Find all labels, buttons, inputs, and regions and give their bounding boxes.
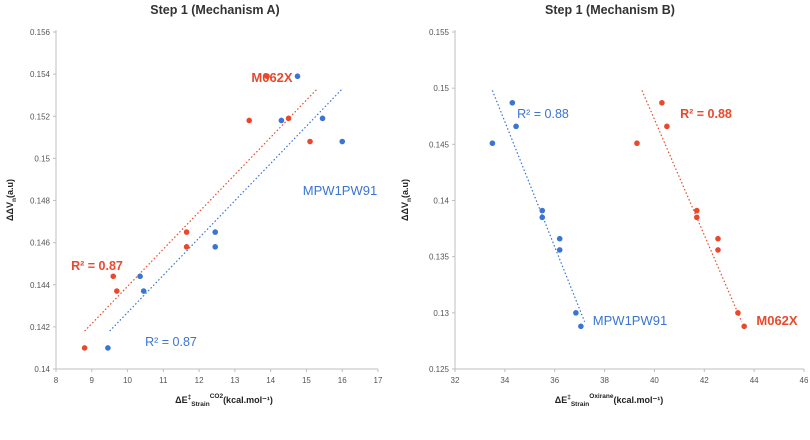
chart-a-x-tick-label: 16 [338, 376, 347, 385]
chart-b-mpw1pw91-point [556, 235, 563, 242]
chart-b-x-tick-label: 44 [750, 376, 759, 385]
chart-a-y-axis-label: ΔΔVn(a.u) [5, 179, 18, 221]
chart-b-x-tick-label: 46 [800, 376, 809, 385]
chart-b-mpw1pw91-point [573, 310, 579, 316]
chart-a-y-tick-label: 0.15 [34, 154, 50, 163]
chart-a-mpw1pw91-point [319, 115, 326, 122]
chart-b-m062x-label: M062X [756, 313, 798, 328]
chart-a-m062x-trendline [84, 88, 318, 332]
chart-a-mpw1pw91-point [212, 229, 219, 235]
chart-a-title: Step 1 (Mechanism A) [150, 3, 279, 17]
chart-b-x-tick-label: 42 [700, 376, 709, 385]
chart-a-m062x-point [183, 244, 190, 250]
chart-b-x-axis-label: ΔE‡StrainOxirane(kcal.mol⁻¹) [555, 393, 664, 408]
chart-a-m062x-point [307, 138, 313, 145]
chart-a-x-tick-label: 10 [123, 376, 132, 385]
chart-b-x-tick-label: 34 [500, 376, 509, 385]
chart-a-x-tick-label: 11 [159, 376, 168, 385]
chart-b-mpw1pw91-point [509, 99, 516, 106]
chart-a-x-tick-label: 9 [90, 376, 95, 385]
chart-mechanism-b: Step 1 (Mechanism B) 32 34 36 38 40 42 44 46 0.1… [400, 3, 809, 408]
chart-b-title: Step 1 (Mechanism B) [545, 3, 675, 17]
chart-a-m062x-label: M062X [251, 70, 293, 85]
chart-b-x-tick-label: 38 [600, 376, 609, 385]
chart-a-m062x-point [183, 229, 190, 235]
chart-a-mpw1pw91-label: MPW1PW91 [303, 183, 377, 198]
chart-b-y-tick-label: 0.14 [433, 197, 449, 206]
chart-a-m062x-point [285, 115, 292, 122]
chart-b-mpw1pw91-point [556, 247, 563, 253]
chart-a-x-axis-label: ΔE‡StrainCO2(kcal.mol⁻¹) [175, 393, 273, 408]
chart-b-mpw1pw91-point [578, 323, 584, 330]
chart-b-x-tick-label: 32 [451, 376, 460, 385]
chart-a-mpw1pw91-point [140, 288, 147, 294]
chart-a-mpw1pw91-point [137, 273, 143, 280]
chart-a-mpw1pw91-point [105, 345, 111, 351]
chart-b-m062x-point [715, 247, 721, 253]
chart-b-mpw1pw91-trendline [491, 90, 586, 323]
chart-a-y-tick-label: 0.148 [30, 197, 51, 206]
chart-b-y-tick-label: 0.15 [433, 84, 449, 93]
chart-b-mpw1pw91-point [513, 123, 519, 130]
chart-b-y-tick-label: 0.125 [429, 365, 450, 374]
chart-a-mpw1pw91-point [278, 117, 285, 124]
chart-b-m062x-point [664, 123, 670, 130]
chart-b-x-tick-label: 36 [550, 376, 559, 385]
chart-a-m062x-point [81, 345, 88, 351]
chart-b-y-tick-label: 0.145 [429, 140, 450, 149]
chart-b-m062x-r2-label: R² = 0.88 [680, 107, 732, 121]
chart-b-mpw1pw91-point [539, 214, 546, 221]
chart-b-mpw1pw91-point [539, 207, 546, 214]
chart-b-m062x-point [715, 235, 721, 242]
chart-a-m062x-point [110, 273, 117, 280]
chart-b-mpw1pw91-r2-label: R² = 0.88 [517, 107, 569, 121]
chart-a-y-tick-label: 0.154 [30, 70, 51, 79]
chart-a-m062x-point [264, 73, 270, 80]
chart-b-mpw1pw91-label: MPW1PW91 [593, 313, 667, 328]
chart-a-y-tick-label: 0.144 [30, 281, 51, 290]
chart-b-m062x-point [634, 140, 640, 147]
chart-b-mpw1pw91-point [489, 140, 496, 147]
chart-a-x-tick-label: 15 [302, 376, 311, 385]
chart-a-y-tick-label: 0.156 [30, 28, 51, 37]
chart-a-y-tick-label: 0.14 [34, 365, 50, 374]
chart-a-y-tick-label: 0.142 [30, 323, 51, 332]
chart-a-x-tick-label: 14 [266, 376, 275, 385]
chart-b-y-tick-label: 0.155 [429, 28, 450, 37]
chart-a-mpw1pw91-point [212, 244, 219, 250]
chart-b-m062x-point [694, 214, 700, 221]
chart-a-mpw1pw91-point [294, 73, 301, 80]
chart-a-y-tick-label: 0.146 [30, 239, 51, 248]
chart-b-y-tick-label: 0.135 [429, 253, 450, 262]
chart-a-mpw1pw91-r2-label: R² = 0.87 [145, 335, 197, 349]
chart-b-y-axis-label: ΔΔVn(a.u) [400, 179, 413, 221]
chart-a-mpw1pw91-trendline [109, 88, 343, 332]
chart-a-x-tick-label: 17 [374, 376, 383, 385]
chart-b-y-tick-label: 0.13 [433, 309, 449, 318]
chart-b-m062x-point [735, 310, 741, 316]
chart-b-x-tick-label: 40 [650, 376, 659, 385]
chart-mechanism-a: Step 1 (Mechanism A) 8 9 10 11 12 13 14 15 16 17 0… [5, 3, 383, 408]
chart-b-m062x-point [741, 323, 747, 330]
chart-a-x-tick-label: 13 [230, 376, 239, 385]
chart-b-m062x-point [659, 99, 665, 106]
chart-a-mpw1pw91-point [339, 138, 346, 145]
chart-a-m062x-r2-label: R² = 0.87 [71, 259, 123, 273]
chart-b-m062x-trendline [641, 90, 743, 323]
chart-a-x-tick-label: 12 [195, 376, 204, 385]
chart-a-m062x-point [114, 288, 120, 294]
chart-a-x-tick-label: 8 [54, 376, 59, 385]
chart-a-y-tick-label: 0.152 [30, 112, 51, 121]
chart-a-m062x-point [246, 117, 252, 124]
chart-b-m062x-point [694, 207, 700, 214]
